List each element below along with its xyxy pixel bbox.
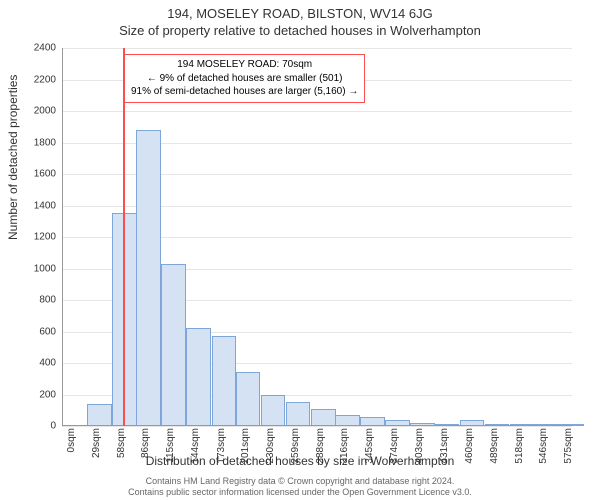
chart-plot-area: 194 MOSELEY ROAD: 70sqm ← 9% of detached…	[62, 48, 572, 426]
grid-line	[62, 426, 572, 427]
histogram-bar	[136, 130, 161, 426]
title-main: 194, MOSELEY ROAD, BILSTON, WV14 6JG	[0, 0, 600, 21]
annotation-line-2: ← 9% of detached houses are smaller (501…	[131, 72, 358, 86]
annotation-line-1: 194 MOSELEY ROAD: 70sqm	[131, 58, 358, 72]
y-tick: 200	[16, 389, 56, 400]
y-tick: 2000	[16, 106, 56, 117]
property-marker-line	[123, 48, 125, 426]
histogram-bar	[236, 372, 261, 426]
title-sub: Size of property relative to detached ho…	[0, 21, 600, 38]
footer-attribution: Contains HM Land Registry data © Crown c…	[0, 476, 600, 499]
y-tick: 1600	[16, 169, 56, 180]
y-tick: 1400	[16, 200, 56, 211]
y-axis-line	[62, 48, 63, 426]
histogram-bar	[161, 264, 186, 426]
y-tick: 800	[16, 295, 56, 306]
footer-line-2: Contains public sector information licen…	[0, 487, 600, 498]
y-tick: 600	[16, 326, 56, 337]
grid-line	[62, 48, 572, 49]
grid-line	[62, 111, 572, 112]
y-tick: 0	[16, 421, 56, 432]
annotation-box: 194 MOSELEY ROAD: 70sqm ← 9% of detached…	[124, 54, 365, 103]
annotation-line-3: 91% of semi-detached houses are larger (…	[131, 85, 358, 99]
y-tick: 400	[16, 358, 56, 369]
histogram-bar	[261, 395, 286, 427]
y-tick: 1200	[16, 232, 56, 243]
histogram-bar	[212, 336, 237, 426]
y-tick: 2400	[16, 43, 56, 54]
histogram-bar	[286, 402, 311, 426]
histogram-bar	[87, 404, 112, 426]
histogram-bar	[311, 409, 336, 426]
x-axis-line	[62, 425, 572, 426]
x-tick: 0sqm	[66, 428, 77, 452]
y-tick: 1000	[16, 263, 56, 274]
y-axis-label: Number of detached properties	[6, 75, 20, 240]
footer-line-1: Contains HM Land Registry data © Crown c…	[0, 476, 600, 487]
y-tick: 2200	[16, 74, 56, 85]
histogram-bar	[186, 328, 211, 426]
x-axis-label: Distribution of detached houses by size …	[0, 454, 600, 468]
y-tick: 1800	[16, 137, 56, 148]
